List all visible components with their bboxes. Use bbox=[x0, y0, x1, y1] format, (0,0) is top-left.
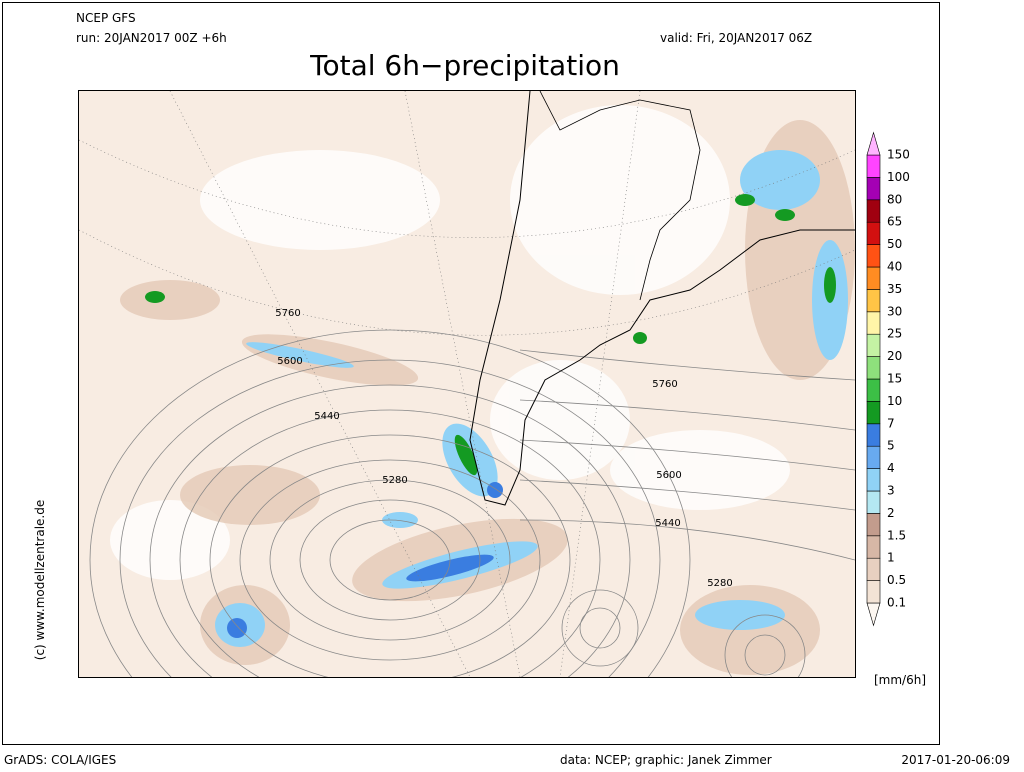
legend-swatch bbox=[866, 221, 881, 245]
coastline bbox=[469, 91, 855, 506]
legend-label: 1 bbox=[887, 551, 895, 565]
legend-label: 35 bbox=[887, 282, 902, 296]
legend-swatch bbox=[866, 154, 881, 178]
contour-label: 5440 bbox=[314, 411, 339, 422]
copyright: (c) www.modellzentrale.de bbox=[33, 500, 47, 660]
legend-swatch bbox=[866, 311, 881, 335]
legend-swatch bbox=[866, 378, 881, 402]
run-info: run: 20JAN2017 00Z +6h bbox=[76, 31, 227, 45]
contour-labels: 5760 5600 5440 5280 5760 5600 5440 5280 bbox=[275, 308, 732, 589]
legend-swatch bbox=[866, 423, 881, 447]
legend-label: 80 bbox=[887, 192, 902, 206]
credits: data: NCEP; graphic: Janek Zimmer bbox=[560, 753, 772, 767]
contour-label: 5600 bbox=[656, 470, 681, 481]
legend-swatch bbox=[866, 557, 881, 581]
legend-swatch bbox=[866, 513, 881, 537]
software: GrADS: COLA/IGES bbox=[4, 753, 116, 767]
timestamp: 2017-01-20-06:09 bbox=[901, 753, 1010, 767]
legend-label: 30 bbox=[887, 304, 902, 318]
legend-label: 65 bbox=[887, 215, 902, 229]
contour-label: 5280 bbox=[707, 578, 732, 589]
legend-swatch bbox=[866, 535, 881, 559]
legend-unit: [mm/6h] bbox=[874, 673, 926, 687]
map-border bbox=[78, 90, 856, 678]
height-contours bbox=[89, 329, 855, 677]
valid-info: valid: Fri, 20JAN2017 06Z bbox=[660, 31, 812, 45]
legend-swatch bbox=[866, 468, 881, 492]
legend-label: 25 bbox=[887, 327, 902, 341]
legend: 0.1 0.5 1 1.5 2 3 4 5 7 10 15 20 25 30 35 40 50 65 80 100 15… bbox=[866, 131, 910, 627]
contour-label: 5760 bbox=[275, 308, 300, 319]
legend-label: 100 bbox=[887, 170, 910, 184]
legend-label: 4 bbox=[887, 461, 895, 475]
graticule bbox=[79, 91, 855, 677]
very-heavy-precip bbox=[145, 194, 836, 476]
model-name: NCEP GFS bbox=[76, 11, 136, 25]
legend-label: 2 bbox=[887, 506, 895, 520]
legend-swatch bbox=[866, 199, 881, 223]
legend-swatch bbox=[866, 333, 881, 357]
legend-swatch bbox=[866, 356, 881, 380]
legend-label: 50 bbox=[887, 237, 902, 251]
map bbox=[79, 91, 855, 677]
legend-label: 20 bbox=[887, 349, 902, 363]
legend-label: 0.1 bbox=[887, 596, 906, 610]
legend-label: 15 bbox=[887, 372, 902, 386]
legend-label: 40 bbox=[887, 260, 902, 274]
contour-label: 5600 bbox=[277, 356, 302, 367]
dry-areas bbox=[110, 105, 790, 580]
legend-arrow-high bbox=[866, 131, 881, 156]
legend-arrow-low bbox=[866, 602, 881, 627]
legend-label: 1.5 bbox=[887, 528, 906, 542]
legend-swatch bbox=[866, 490, 881, 514]
legend-swatch bbox=[866, 244, 881, 268]
legend-swatch bbox=[866, 580, 881, 604]
legend-label: 7 bbox=[887, 416, 895, 430]
legend-swatch bbox=[866, 266, 881, 290]
legend-label: 3 bbox=[887, 484, 895, 498]
legend-label: 150 bbox=[887, 148, 910, 162]
contour-label: 5760 bbox=[652, 379, 677, 390]
legend-label: 10 bbox=[887, 394, 902, 408]
borders bbox=[539, 91, 701, 301]
contour-label: 5440 bbox=[655, 518, 680, 529]
frame bbox=[2, 2, 940, 745]
legend-swatch bbox=[866, 289, 881, 313]
legend-swatch bbox=[866, 177, 881, 201]
legend-swatch bbox=[866, 445, 881, 469]
legend-label: 0.5 bbox=[887, 573, 906, 587]
contour-label: 5280 bbox=[382, 475, 407, 486]
legend-label: 5 bbox=[887, 439, 895, 453]
map-title: Total 6h−precipitation bbox=[309, 49, 620, 82]
legend-swatch bbox=[866, 401, 881, 425]
